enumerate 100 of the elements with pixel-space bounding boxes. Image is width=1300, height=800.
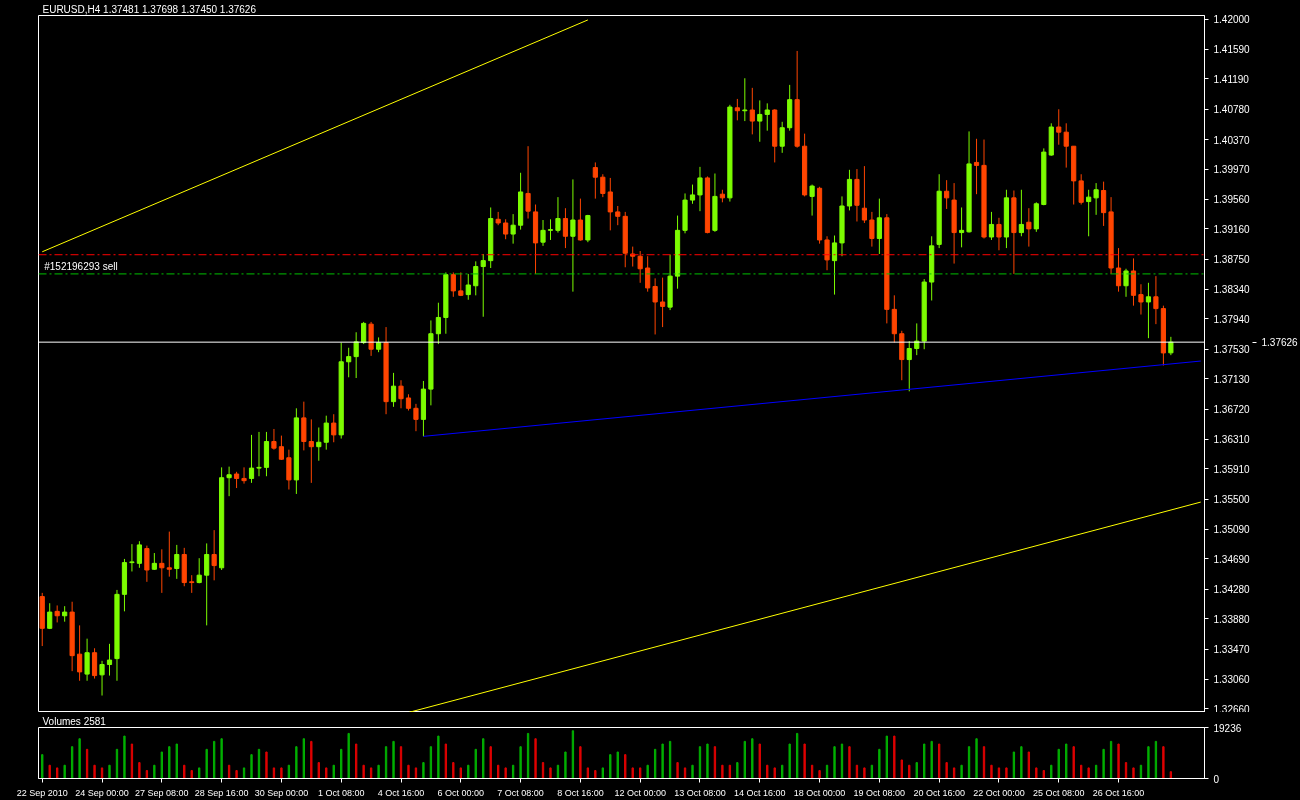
y-tick-label: 1.35500 xyxy=(1213,494,1251,506)
candlestick xyxy=(196,557,202,584)
x-tick-label: 6 Oct 00:00 xyxy=(437,787,485,798)
candlestick xyxy=(831,235,838,296)
y-tick-label: 1.35910 xyxy=(1213,463,1251,475)
candlestick xyxy=(241,466,247,485)
candlestick xyxy=(99,660,105,697)
candlestick xyxy=(592,161,598,200)
candlestick xyxy=(323,415,329,451)
candlestick xyxy=(1078,173,1084,206)
candlestick xyxy=(226,466,232,497)
x-tick-label: 14 Oct 16:00 xyxy=(734,787,786,798)
candlestick xyxy=(480,253,486,318)
candlestick xyxy=(1115,247,1122,293)
candlestick xyxy=(174,544,180,580)
candlestick xyxy=(570,178,576,293)
candlestick xyxy=(689,184,696,205)
candlestick xyxy=(996,217,1002,251)
y-tick-label: 1.40780 xyxy=(1213,104,1251,116)
candlestick xyxy=(1086,189,1092,237)
y-tick-label: 1.33880 xyxy=(1213,613,1251,625)
y-tick-label: 1.39560 xyxy=(1213,194,1251,206)
candlestick xyxy=(652,277,658,335)
y-tick-label: 1.33060 xyxy=(1213,674,1251,686)
candlestick xyxy=(547,218,554,241)
y-tick-label: 1.33470 xyxy=(1213,644,1251,655)
candlestick xyxy=(465,273,471,301)
candlestick xyxy=(525,145,531,220)
candlestick xyxy=(944,179,950,210)
candlestick xyxy=(906,340,912,392)
y-tick-label: 1.42000 xyxy=(1213,14,1251,26)
candlestick xyxy=(390,372,397,408)
ref-line-label: 1.37626 xyxy=(1261,337,1299,349)
candlestick xyxy=(144,545,150,583)
x-tick-label: 20 Oct 16:00 xyxy=(913,787,965,798)
candlestick xyxy=(1153,275,1159,325)
candlestick xyxy=(660,277,666,328)
y-tick-label: 1.35090 xyxy=(1213,524,1251,536)
candlestick xyxy=(809,184,815,217)
candlestick xyxy=(204,542,210,626)
candlestick xyxy=(764,102,770,132)
candlestick xyxy=(286,449,292,491)
candlestick xyxy=(77,624,83,682)
candlestick xyxy=(331,413,337,443)
x-tick-label: 27 Sep 08:00 xyxy=(135,787,189,798)
candlestick xyxy=(256,431,262,477)
candlestick xyxy=(555,196,561,234)
candlestick xyxy=(645,255,651,293)
candlestick xyxy=(278,435,285,461)
y-tick-label: 1.38340 xyxy=(1213,284,1251,296)
x-tick-label: 18 Oct 00:00 xyxy=(793,787,846,798)
candlestick xyxy=(450,271,456,298)
candlestick xyxy=(211,529,217,581)
y-tick-label: 1.36310 xyxy=(1213,434,1251,446)
candlestick xyxy=(988,211,995,241)
candlestick xyxy=(958,206,965,248)
candlestick xyxy=(1101,181,1107,227)
candlestick xyxy=(413,403,419,432)
candlestick xyxy=(166,531,172,578)
candlestick xyxy=(1123,268,1129,298)
candlestick xyxy=(1168,336,1174,356)
candlestick xyxy=(1138,283,1144,316)
candlestick xyxy=(757,99,763,143)
y-tick-label: 1.39970 xyxy=(1213,164,1251,176)
candlestick xyxy=(869,211,875,248)
candlestick xyxy=(779,121,785,154)
x-tick-label: 28 Sep 16:00 xyxy=(194,787,249,798)
candlestick xyxy=(697,166,703,212)
candlestick xyxy=(749,87,755,135)
x-tick-label: 12 Oct 00:00 xyxy=(614,787,666,798)
candlestick xyxy=(129,543,135,572)
y-tick-label: 1.34690 xyxy=(1213,553,1251,565)
x-tick-label: 4 Oct 16:00 xyxy=(377,787,425,798)
candlestick xyxy=(1026,207,1032,248)
y-tick-label: 1.39160 xyxy=(1213,223,1251,235)
y-tick-label: 1.41190 xyxy=(1213,74,1250,85)
candlestick xyxy=(47,602,53,630)
candlestick xyxy=(136,540,142,569)
x-tick-label: 7 Oct 08:00 xyxy=(497,787,544,798)
candlestick xyxy=(301,401,307,451)
candlestick xyxy=(876,198,882,255)
chart-title: Volumes 2581 xyxy=(42,715,107,727)
candlestick xyxy=(577,198,583,242)
candlestick xyxy=(824,235,830,271)
x-tick-label: 8 Oct 16:00 xyxy=(557,787,604,798)
x-tick-label: 19 Oct 08:00 xyxy=(853,787,906,798)
x-tick-label: 1 Oct 08:00 xyxy=(317,787,365,798)
candlestick xyxy=(308,418,314,484)
candlestick xyxy=(562,207,569,249)
y-tick-label: 1.37530 xyxy=(1213,344,1251,356)
candlestick xyxy=(1018,189,1024,237)
annotation: #152196293 sell xyxy=(44,260,118,272)
y-tick-label: 1.40370 xyxy=(1213,134,1251,146)
y-tick-label: 1.32660 xyxy=(1213,703,1251,715)
chart-title: EURUSD,H4 1.37481 1.37698 1.37450 1.37626 xyxy=(42,3,257,15)
candlestick xyxy=(861,165,868,224)
candlestick xyxy=(600,173,606,198)
x-tick-label: 25 Oct 08:00 xyxy=(1032,787,1085,798)
candlestick xyxy=(159,548,165,594)
candlestick xyxy=(540,219,546,247)
